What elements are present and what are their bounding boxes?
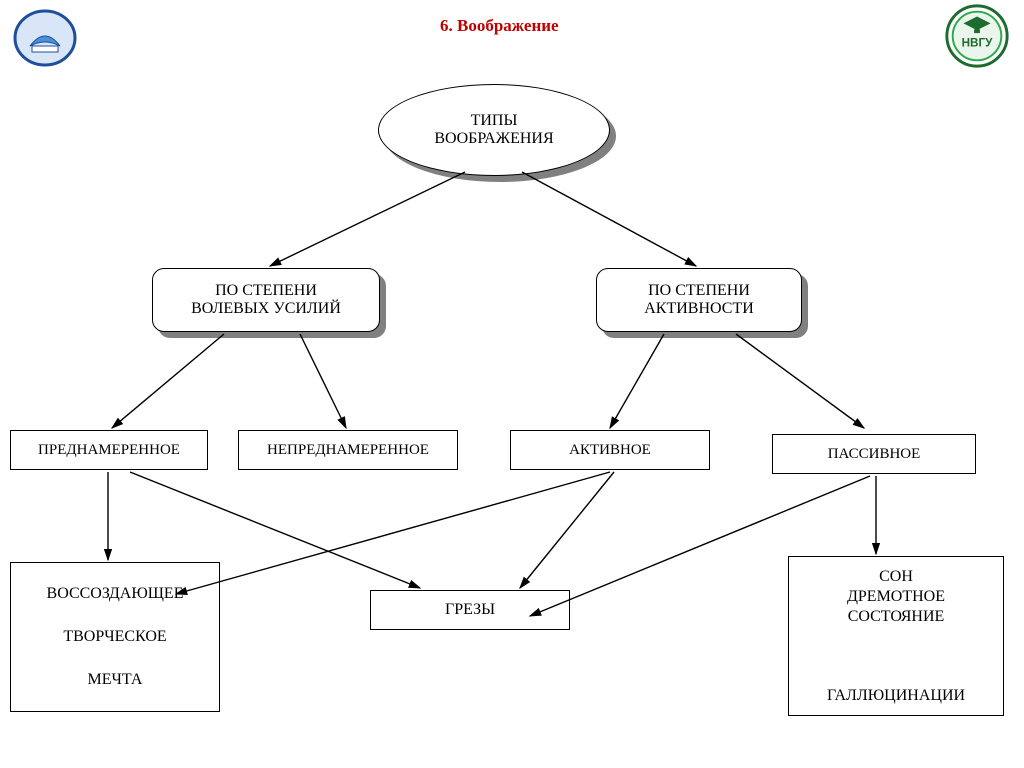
node-leaf4: ПАССИВНОЕ bbox=[772, 434, 976, 474]
node-leaf2: НЕПРЕДНАМЕРЕННОЕ bbox=[238, 430, 458, 470]
leaf4-label: ПАССИВНОЕ bbox=[828, 446, 921, 463]
node-leaf1: ПРЕДНАМЕРЕННОЕ bbox=[10, 430, 208, 470]
node-root-line1: ТИПЫ bbox=[434, 112, 553, 130]
node-level1-right: ПО СТЕПЕНИ АКТИВНОСТИ bbox=[596, 268, 808, 338]
logo-left bbox=[10, 8, 80, 68]
node-l1r-line1: ПО СТЕПЕНИ bbox=[644, 282, 754, 300]
node-bottom-mid: ГРЕЗЫ bbox=[370, 590, 570, 630]
node-bottom-right: СОН ДРЕМОТНОЕ СОСТОЯНИЕ ГАЛЛЮЦИНАЦИИ bbox=[788, 556, 1004, 716]
br-line3: СОСТОЯНИЕ bbox=[847, 607, 945, 627]
bl-line3: МЕЧТА bbox=[88, 671, 143, 689]
book-emblem-icon bbox=[10, 8, 80, 68]
node-l1l-line1: ПО СТЕПЕНИ bbox=[191, 282, 341, 300]
leaf2-label: НЕПРЕДНАМЕРЕННОЕ bbox=[267, 442, 429, 459]
svg-text:НВГУ: НВГУ bbox=[962, 37, 993, 50]
bm-label: ГРЕЗЫ bbox=[445, 601, 495, 619]
leaf3-label: АКТИВНОЕ bbox=[569, 442, 651, 459]
node-l1r-line2: АКТИВНОСТИ bbox=[644, 300, 754, 318]
page-title: 6. Воображение bbox=[440, 16, 559, 36]
logo-right: НВГУ bbox=[942, 6, 1012, 66]
node-root-line2: ВООБРАЖЕНИЯ bbox=[434, 130, 553, 148]
br-line1: СОН bbox=[847, 567, 945, 587]
leaf1-label: ПРЕДНАМЕРЕННОЕ bbox=[38, 442, 180, 459]
bl-line1: ВОССОЗДАЮЩЕЕ bbox=[47, 585, 184, 603]
node-bottom-left: ВОССОЗДАЮЩЕЕ ТВОРЧЕСКОЕ МЕЧТА bbox=[10, 562, 220, 712]
node-l1l-line2: ВОЛЕВЫХ УСИЛИЙ bbox=[191, 300, 341, 318]
br-line4: ГАЛЛЮЦИНАЦИИ bbox=[827, 687, 965, 705]
node-level1-left: ПО СТЕПЕНИ ВОЛЕВЫХ УСИЛИЙ bbox=[152, 268, 386, 338]
node-leaf3: АКТИВНОЕ bbox=[510, 430, 710, 470]
br-line2: ДРЕМОТНОЕ bbox=[847, 587, 945, 607]
bl-line2: ТВОРЧЕСКОЕ bbox=[63, 628, 166, 646]
university-emblem-icon: НВГУ bbox=[942, 3, 1012, 69]
node-root: ТИПЫ ВООБРАЖЕНИЯ bbox=[378, 84, 616, 182]
